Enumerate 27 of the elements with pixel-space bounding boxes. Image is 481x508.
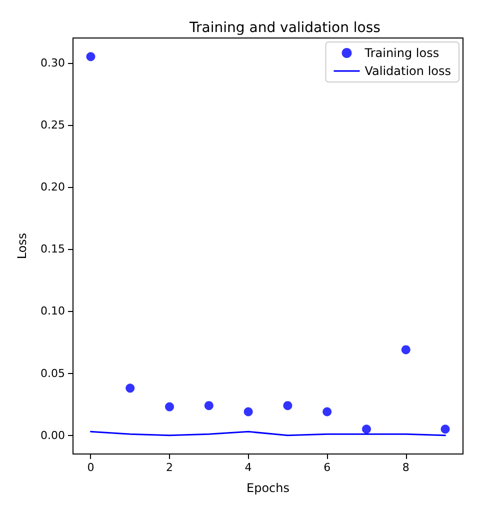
point (244, 407, 253, 416)
legend-label: Training loss (364, 46, 440, 60)
point (322, 407, 332, 416)
point (283, 401, 292, 410)
y-tick-label: 0.00 (40, 428, 65, 442)
x-tick-label: 0 (87, 461, 94, 474)
point (362, 424, 371, 434)
y-tick-label: 0.10 (40, 304, 65, 318)
point (126, 384, 135, 393)
y-tick-label: 0.15 (40, 242, 65, 256)
point (401, 345, 410, 354)
y-tick-label: 0.05 (40, 366, 65, 380)
chart-title: Training and validation loss (188, 20, 380, 36)
x-axis-title: Epochs (246, 481, 290, 495)
x-tick-label: 4 (244, 461, 252, 474)
y-tick-label: 0.25 (40, 118, 65, 132)
x-tick-label: 8 (402, 461, 410, 474)
point (86, 52, 96, 62)
point (440, 424, 450, 434)
y-tick-label: 0.20 (40, 180, 65, 194)
legend-label: Validation loss (364, 64, 451, 78)
x-tick-label: 6 (324, 461, 331, 474)
point (204, 401, 214, 410)
y-tick-label: 0.30 (40, 56, 65, 70)
point (165, 402, 174, 412)
x-tick-label: 2 (166, 461, 174, 474)
y-axis-title: Loss (15, 232, 29, 260)
